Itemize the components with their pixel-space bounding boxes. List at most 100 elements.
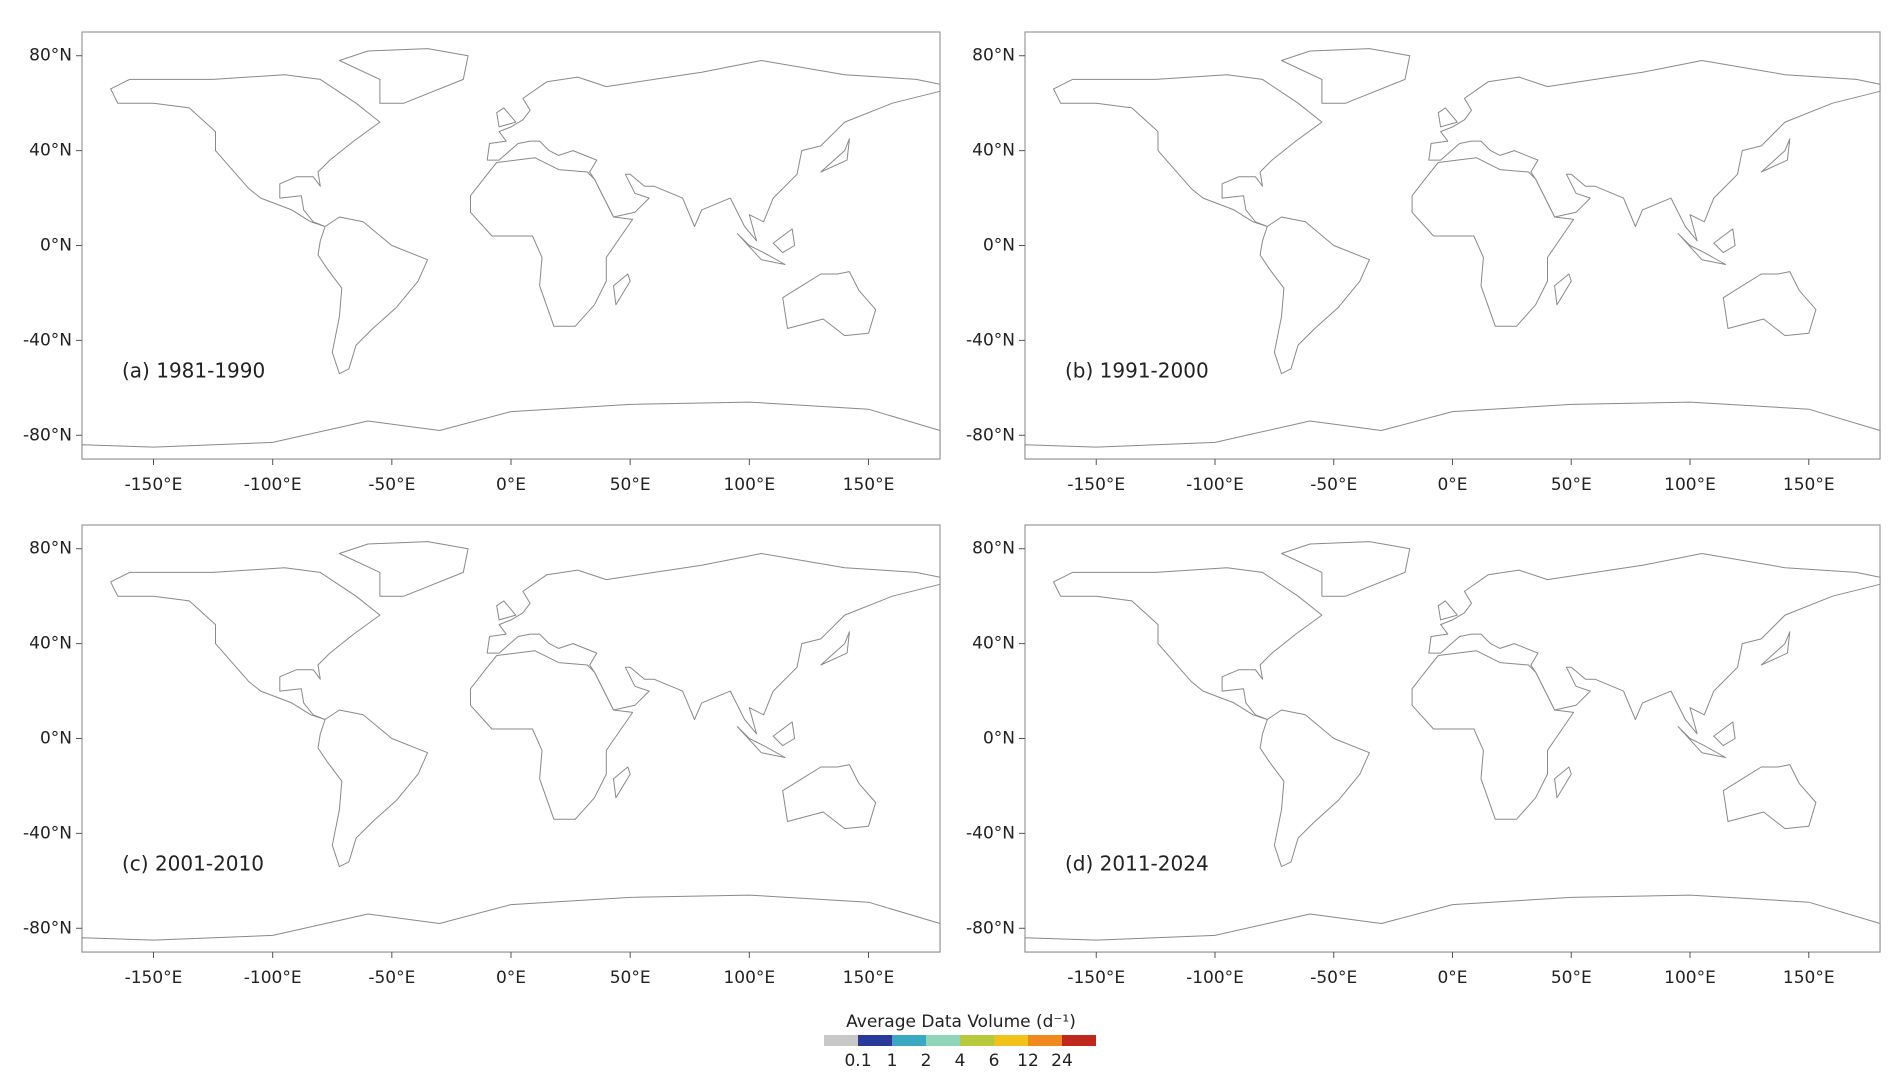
x-tick-label: -150°E (125, 475, 183, 495)
land (338, 48, 469, 104)
x-tick-label: 150°E (843, 968, 895, 988)
land (820, 631, 850, 666)
y-tick-label: -40°N (23, 330, 72, 350)
colorbar-cell (824, 1035, 858, 1046)
land (486, 60, 941, 242)
y-tick-label: -40°N (966, 330, 1015, 350)
land (1722, 271, 1817, 337)
colorbar-label: 4 (955, 1051, 966, 1071)
land (820, 138, 850, 173)
x-tick-label: 0°E (1437, 968, 1467, 988)
x-tick-label: -150°E (125, 968, 183, 988)
x-tick-label: -50°E (1310, 475, 1357, 495)
land (1760, 631, 1791, 666)
panel-label: (d) 2011-2024 (1065, 852, 1209, 876)
y-tick-label: 80°N (29, 539, 72, 559)
y-tick-label: 40°N (29, 634, 72, 654)
colorbar-label: 6 (989, 1051, 1000, 1071)
map-panel: 80°N 40°N 0°N -40°N -80°N -150°E -100°E -50°E 0°… (966, 31, 1881, 495)
colorbar-cell (994, 1035, 1028, 1046)
land (470, 650, 634, 820)
map-panel: 80°N 40°N 0°N -40°N -80°N -150°E -100°E -50°E 0°… (966, 524, 1881, 988)
x-tick-label: -150°E (1067, 968, 1125, 988)
y-tick-label: -80°N (966, 425, 1015, 445)
x-tick-label: 0°E (1437, 475, 1467, 495)
x-tick-label: 100°E (723, 968, 775, 988)
colorbar-cell (1062, 1035, 1096, 1046)
land (1713, 721, 1736, 747)
land (1554, 273, 1572, 306)
x-tick-label: -150°E (1067, 475, 1125, 495)
y-tick-label: 0°N (40, 729, 72, 749)
land (1053, 74, 1323, 227)
map-panel: 80°N 40°N 0°N -40°N -80°N -150°E -100°E -50°E 0°… (23, 31, 941, 495)
x-tick-label: 100°E (1664, 968, 1716, 988)
colorbar-label: 24 (1051, 1051, 1073, 1071)
x-tick-label: 100°E (723, 475, 775, 495)
x-tick-label: 150°E (1783, 475, 1835, 495)
colorbar-label: 0.1 (844, 1051, 871, 1071)
y-tick-label: 0°N (983, 236, 1015, 256)
land (1428, 553, 1881, 735)
y-tick-label: 80°N (29, 46, 72, 66)
land (772, 228, 796, 254)
x-tick-label: 50°E (1551, 968, 1592, 988)
x-tick-label: -50°E (368, 475, 415, 495)
map-panel: 80°N 40°N 0°N -40°N -80°N -150°E -100°E -50°E 0°… (23, 524, 941, 988)
land (613, 766, 631, 799)
panel-label: (a) 1981-1990 (122, 359, 265, 383)
y-tick-label: -40°N (966, 823, 1015, 843)
land (1713, 228, 1736, 254)
y-tick-label: 40°N (29, 141, 72, 161)
y-tick-label: 80°N (972, 46, 1015, 66)
land (1259, 216, 1370, 375)
colorbar-label: 12 (1017, 1051, 1039, 1071)
land (1024, 894, 1881, 953)
land (1437, 600, 1458, 621)
land (782, 271, 877, 337)
land (1259, 709, 1370, 868)
x-tick-label: -100°E (1186, 968, 1244, 988)
land (338, 541, 469, 597)
land (1411, 157, 1575, 327)
x-tick-label: -100°E (1186, 475, 1244, 495)
land (110, 567, 381, 720)
colorbar-cell (892, 1035, 926, 1046)
x-tick-label: -50°E (368, 968, 415, 988)
x-tick-label: 50°E (610, 475, 651, 495)
land (772, 721, 796, 747)
colorbar-label: 2 (921, 1051, 932, 1071)
y-tick-label: -80°N (23, 425, 72, 445)
x-tick-label: 150°E (843, 475, 895, 495)
y-tick-label: -40°N (23, 823, 72, 843)
land (1677, 726, 1727, 758)
y-tick-label: -80°N (23, 918, 72, 938)
x-tick-label: 150°E (1783, 968, 1835, 988)
x-tick-label: 50°E (610, 968, 651, 988)
panel-label: (b) 1991-2000 (1065, 359, 1209, 383)
land (496, 107, 517, 128)
colorbar-cell (1028, 1035, 1062, 1046)
land (1024, 401, 1881, 460)
y-tick-label: 80°N (972, 539, 1015, 559)
land (736, 726, 786, 758)
x-tick-label: -100°E (244, 475, 302, 495)
land (782, 764, 877, 830)
x-tick-label: 0°E (496, 968, 526, 988)
land (1677, 233, 1727, 265)
land (1281, 541, 1411, 597)
land (110, 74, 381, 227)
x-tick-label: 0°E (496, 475, 526, 495)
land (1411, 650, 1575, 820)
land (1053, 567, 1323, 720)
land (470, 157, 634, 327)
x-tick-label: -50°E (1310, 968, 1357, 988)
y-tick-label: 0°N (40, 236, 72, 256)
colorbar-label: 1 (887, 1051, 898, 1071)
y-tick-label: 0°N (983, 729, 1015, 749)
y-tick-label: -80°N (966, 918, 1015, 938)
land (736, 233, 786, 265)
legend-title: Average Data Volume (d⁻¹) (846, 1012, 1076, 1032)
